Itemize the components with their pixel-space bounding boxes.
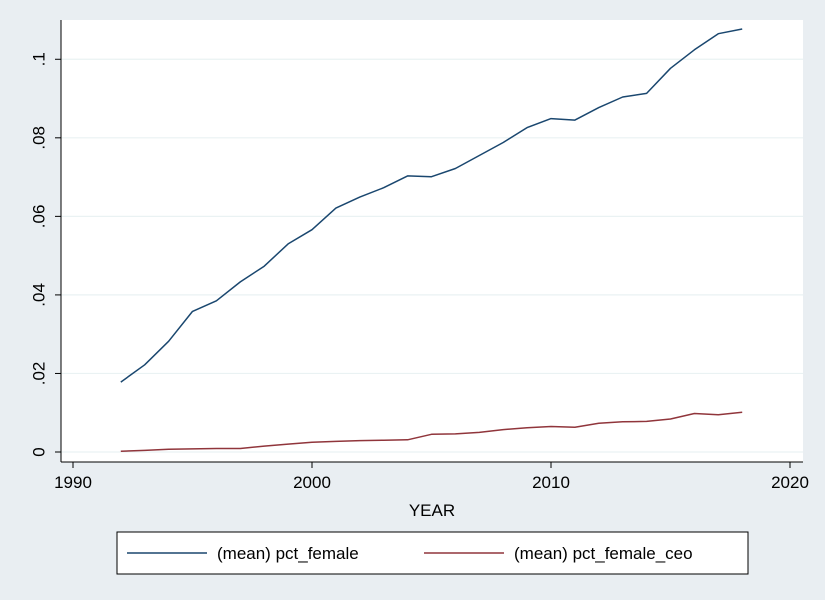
plot-area (61, 20, 803, 462)
legend: (mean) pct_female (mean) pct_female_ceo (116, 531, 749, 575)
y-axis-ticks: 0 .02 .04 .06 .08 .1 (29, 52, 61, 457)
x-axis-title: YEAR (409, 501, 455, 520)
series-group (120, 28, 743, 452)
y-tick-label: .08 (29, 126, 48, 150)
y-tick-label: 0 (29, 447, 48, 456)
x-tick-label: 1990 (54, 473, 92, 492)
x-tick-label: 2000 (293, 473, 331, 492)
y-tick-label: .1 (29, 52, 48, 66)
legend-label-pct-female-ceo: (mean) pct_female_ceo (514, 544, 693, 563)
x-tick-label: 2020 (771, 473, 809, 492)
y-tick-label: .02 (29, 362, 48, 386)
gridlines (61, 58, 803, 453)
series-line-pct-female (120, 28, 743, 383)
y-tick-label: .06 (29, 205, 48, 229)
series-line-pct-female-ceo (120, 411, 743, 452)
y-tick-label: .04 (29, 283, 48, 307)
x-axis-ticks: 1990 2000 2010 2020 (54, 462, 809, 492)
legend-label-pct-female: (mean) pct_female (217, 544, 359, 563)
x-tick-label: 2010 (532, 473, 570, 492)
